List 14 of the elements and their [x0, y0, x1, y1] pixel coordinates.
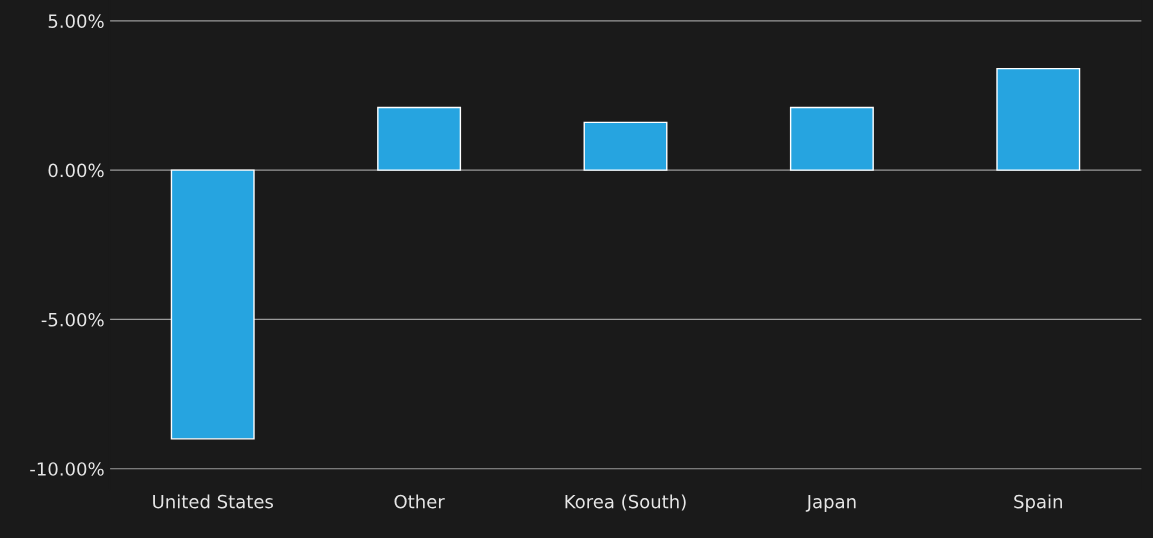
x-tick-label: United States [153, 494, 273, 509]
y-tick-label: -10.00% [30, 462, 104, 476]
x-tick-label: Other [394, 494, 445, 509]
x-tick-label: Korea (South) [565, 494, 686, 511]
x-tick-label: Japan [805, 495, 856, 512]
x-tick-label: Spain [1014, 494, 1062, 512]
bar [377, 106, 462, 171]
y-tick-label: 5.00% [48, 14, 104, 29]
bar [789, 106, 874, 171]
bar [170, 169, 255, 440]
y-tick-label: -5.00% [41, 312, 104, 327]
bar [583, 121, 668, 171]
y-tick-label: 0.00% [48, 163, 104, 178]
bar [996, 67, 1081, 171]
